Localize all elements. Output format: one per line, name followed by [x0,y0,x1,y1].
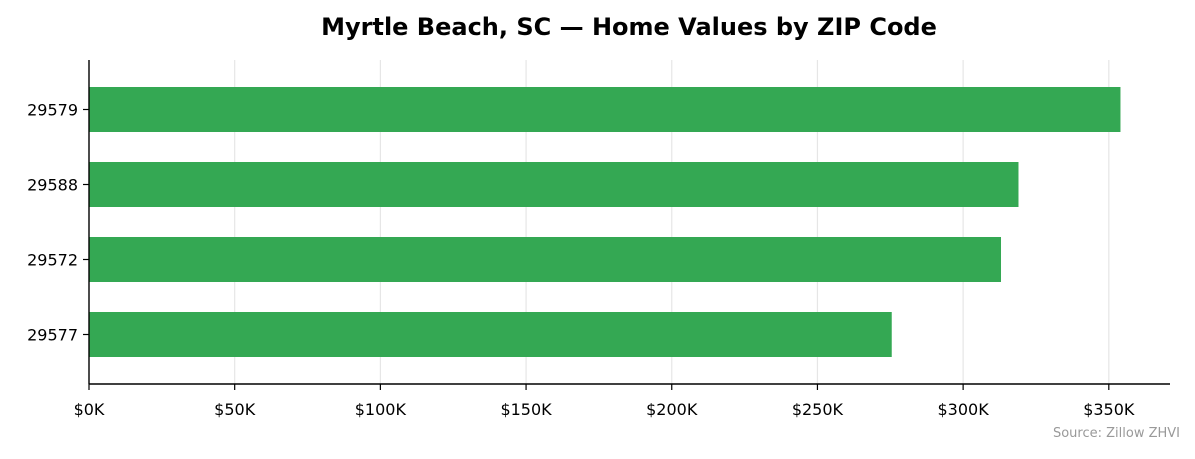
x-tick-label: $250K [792,400,844,419]
bar [89,312,892,357]
bars [89,87,1121,357]
y-tick-label: 29572 [27,251,78,270]
x-tick-label: $50K [214,400,256,419]
axes [83,60,1170,390]
y-tick-label: 29588 [27,176,78,195]
y-tick-label: 29577 [27,326,78,345]
source-note: Source: Zillow ZHVI [1053,426,1180,441]
tick-labels: $0K $50K $100K $150K $200K $250K $300K $350K 295… [27,101,1135,420]
y-tick-label: 29579 [27,101,78,120]
x-tick-label: $300K [938,400,990,419]
x-tick-label: $350K [1083,400,1135,419]
x-tick-label: $150K [500,400,552,419]
bar [89,87,1121,132]
bar [89,162,1019,207]
x-tick-label: $0K [74,400,105,419]
x-tick-label: $200K [646,400,698,419]
bar [89,237,1002,282]
chart-title: Myrtle Beach, SC — Home Values by ZIP Co… [321,13,937,41]
x-tick-label: $100K [355,400,407,419]
